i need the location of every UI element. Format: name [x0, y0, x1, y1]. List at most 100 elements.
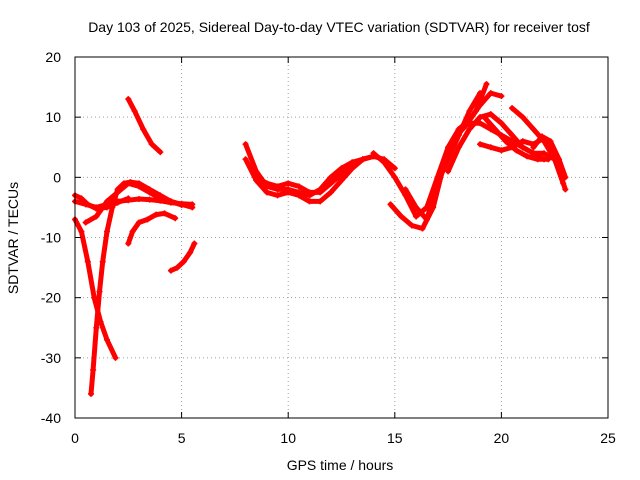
data-point	[445, 168, 452, 175]
series-trace	[445, 111, 547, 174]
data-point	[487, 111, 494, 118]
data-point	[99, 258, 106, 265]
data-point	[274, 183, 281, 190]
y-tick-label: -40	[41, 410, 61, 426]
data-point	[78, 228, 85, 235]
axis-ticks	[74, 56, 609, 419]
data-point	[191, 240, 198, 247]
data-point	[492, 126, 499, 133]
x-tick-label: 0	[71, 430, 79, 446]
data-point	[87, 390, 94, 397]
data-point	[84, 201, 91, 208]
data-point	[295, 183, 302, 190]
data-point	[327, 180, 334, 187]
x-tick-label: 20	[494, 430, 510, 446]
series-arc-1	[72, 216, 119, 361]
data-point	[434, 174, 441, 181]
series-arc-5	[82, 180, 185, 226]
data-point	[317, 198, 324, 205]
data-point	[402, 186, 409, 193]
data-point	[263, 189, 270, 196]
data-point	[129, 228, 136, 235]
data-point	[445, 144, 452, 151]
data-point	[135, 219, 142, 226]
data-point	[513, 147, 520, 154]
data-point	[327, 189, 334, 196]
data-point	[391, 174, 398, 181]
data-point	[562, 186, 569, 193]
data-point	[398, 213, 405, 220]
series-arc-20	[530, 133, 569, 181]
data-point	[419, 225, 426, 232]
data-point	[306, 189, 313, 196]
data-point	[103, 336, 110, 343]
series-arc-18	[509, 105, 569, 193]
data-point	[135, 195, 142, 202]
series-arc-16	[445, 111, 548, 175]
data-point	[455, 144, 462, 151]
data-point	[487, 90, 494, 97]
data-point	[187, 249, 194, 256]
series-trace	[83, 180, 185, 225]
data-point	[541, 150, 548, 157]
data-point	[114, 199, 121, 206]
data-point	[387, 201, 394, 208]
data-point	[91, 294, 98, 301]
y-tick-label: -10	[41, 230, 61, 246]
data-point	[178, 202, 185, 209]
x-tick-label: 25	[600, 430, 616, 446]
data-point	[530, 150, 537, 157]
data-point	[423, 204, 430, 211]
data-point	[519, 114, 526, 121]
series-arc-6	[125, 210, 179, 247]
data-point	[174, 264, 181, 271]
data-point	[161, 210, 168, 217]
series-trace	[509, 105, 568, 192]
data-point	[153, 211, 160, 218]
data-point	[502, 138, 509, 145]
data-point	[125, 195, 132, 202]
data-point	[90, 366, 97, 373]
data-point	[295, 192, 302, 199]
data-point	[359, 156, 366, 163]
data-point	[477, 102, 484, 109]
data-point	[125, 96, 132, 103]
data-point	[82, 219, 89, 226]
data-point	[317, 189, 324, 196]
data-point	[466, 108, 473, 115]
chart-title: Day 103 of 2025, Sidereal Day-to-day VTE…	[88, 19, 590, 35]
series-arc-4	[72, 192, 132, 212]
data-point	[487, 144, 494, 151]
data-point	[93, 213, 100, 220]
data-point	[408, 222, 415, 229]
data-point	[509, 105, 516, 112]
data-point	[534, 156, 541, 163]
data-point	[146, 196, 153, 203]
data-point	[274, 192, 281, 199]
data-point	[530, 126, 537, 133]
series-arc-19	[481, 114, 552, 163]
data-point	[263, 180, 270, 187]
data-point	[519, 144, 526, 151]
data-point	[125, 240, 132, 247]
data-point	[167, 267, 174, 274]
data-point	[547, 138, 554, 145]
data-point	[545, 156, 552, 163]
data-point	[519, 138, 526, 145]
y-tick-label: 20	[45, 49, 61, 65]
data-point	[466, 126, 473, 133]
data-point	[349, 162, 356, 169]
data-point	[509, 132, 516, 139]
data-point	[483, 81, 490, 88]
data-point	[498, 147, 505, 154]
x-axis-label: GPS time / hours	[287, 457, 394, 473]
data-point	[498, 120, 505, 127]
y-axis-label: SDTVAR / TECUs	[5, 182, 21, 294]
data-point	[562, 174, 569, 181]
data-point	[125, 180, 132, 187]
data-point	[78, 195, 85, 202]
data-point	[327, 174, 334, 181]
data-point	[172, 215, 179, 222]
data-point	[285, 180, 292, 187]
